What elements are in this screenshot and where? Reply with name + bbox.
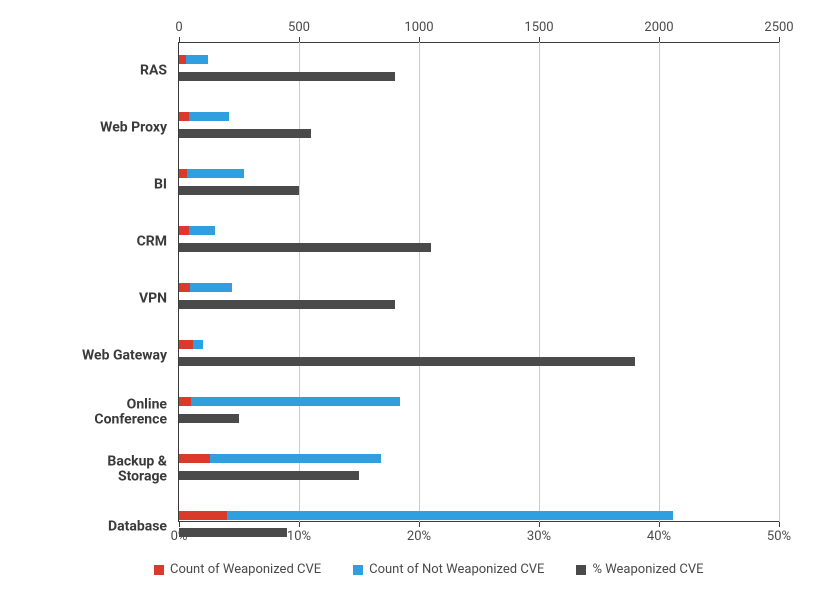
legend-label: Count of Not Weaponized CVE [369,562,544,577]
grid-line [779,42,780,522]
grid-line [419,42,420,522]
bar-weaponized-count [179,454,210,463]
bar-not-weaponized-count [179,511,673,520]
tick-top [539,37,540,42]
tick-top [779,37,780,42]
tick-bot [539,522,540,527]
axis-bottom-tick-label: 50% [767,529,791,544]
bar-weaponized-count [179,397,191,406]
category-label: Database [108,519,179,534]
legend-swatch [576,565,586,575]
tick-bot [299,522,300,527]
legend-swatch [353,565,363,575]
axis-top-tick-label: 500 [288,20,310,35]
legend-item: Count of Weaponized CVE [154,562,321,577]
category-label: RAS [140,63,179,78]
category-label: Web Proxy [100,120,179,135]
axis-top-tick-label: 2500 [764,20,793,35]
axis-top [179,42,779,43]
bar-weaponized-count [179,55,186,64]
bar-weaponized-percent [179,243,431,252]
bar-weaponized-percent [179,72,395,81]
tick-bot [179,522,180,527]
bar-weaponized-count [179,169,187,178]
tick-bot [779,522,780,527]
axis-top-tick-label: 1000 [404,20,433,35]
tick-top [419,37,420,42]
legend-swatch [154,565,164,575]
plot-area: 050010001500200025000%10%20%30%40%50%RAS… [178,42,779,522]
axis-bottom-tick-label: 20% [407,529,431,544]
bar-weaponized-count [179,283,190,292]
bar-weaponized-count [179,226,189,235]
bar-weaponized-percent [179,186,299,195]
category-label: Online Conference [94,397,179,428]
bar-weaponized-count [179,112,189,121]
category-label: VPN [139,291,179,306]
bar-weaponized-percent [179,129,311,138]
legend-label: % Weaponized CVE [592,562,703,577]
tick-top [299,37,300,42]
bar-weaponized-percent [179,357,635,366]
axis-bottom-tick-label: 30% [527,529,551,544]
axis-top-tick-label: 0 [175,20,182,35]
bar-weaponized-count [179,511,227,520]
category-label: Backup & Storage [107,454,179,485]
bar-weaponized-percent [179,471,359,480]
axis-bottom-tick-label: 10% [287,529,311,544]
axis-top-tick-label: 2000 [644,20,673,35]
bar-weaponized-count [179,340,193,349]
cve-chart: 050010001500200025000%10%20%30%40%50%RAS… [0,0,828,594]
tick-bot [419,522,420,527]
legend: Count of Weaponized CVE Count of Not Weap… [154,562,703,577]
bar-not-weaponized-count [179,169,244,178]
category-label: Web Gateway [82,348,179,363]
legend-item: Count of Not Weaponized CVE [353,562,544,577]
axis-top-tick-label: 1500 [524,20,553,35]
grid-line [539,42,540,522]
legend-label: Count of Weaponized CVE [170,562,321,577]
tick-top [179,37,180,42]
bar-weaponized-percent [179,300,395,309]
tick-bot [659,522,660,527]
legend-item: % Weaponized CVE [576,562,703,577]
bar-weaponized-percent [179,528,287,537]
category-label: CRM [137,234,179,249]
axis-bottom-tick-label: 40% [647,529,671,544]
tick-top [659,37,660,42]
bar-not-weaponized-count [179,397,400,406]
grid-line [299,42,300,522]
bar-weaponized-percent [179,414,239,423]
category-label: BI [154,177,179,192]
axis-bottom [179,521,779,522]
grid-line [659,42,660,522]
